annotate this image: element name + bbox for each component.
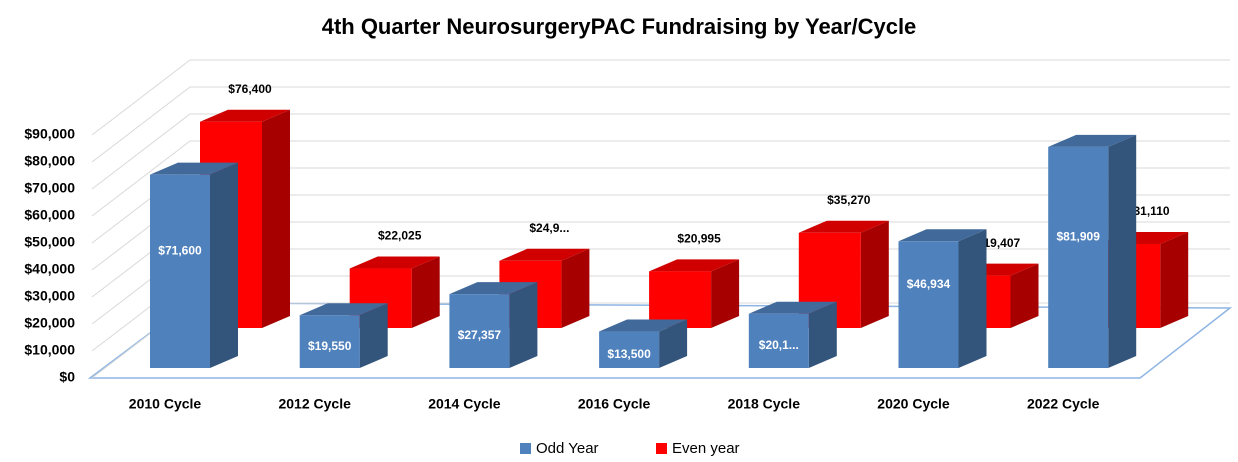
bar-side [210,162,238,368]
grid-line [91,86,1230,163]
bar-front [649,271,712,328]
y-tick-label: $10,000 [24,342,75,358]
bar [599,319,688,368]
bar-front [1048,146,1109,368]
value-label: $76,400 [228,82,272,96]
bar-side [411,256,440,328]
x-tick-label: 2018 Cycle [728,396,801,412]
bar-front [150,174,210,368]
bar-side [659,319,688,368]
value-label: $71,600 [158,244,202,258]
y-tick-label: $0 [59,369,75,385]
bar [1048,134,1137,368]
x-tick-label: 2022 Cycle [1027,396,1100,412]
x-tick-label: 2020 Cycle [877,396,950,412]
grid-line [91,140,1230,217]
bar-top [898,229,987,242]
bar-top [449,282,538,295]
legend-label: Even year [672,440,740,457]
value-label: $19,407 [977,236,1021,250]
y-tick-label: $50,000 [24,234,75,250]
bar-front [599,331,660,368]
bar-top [649,259,740,272]
x-tick-label: 2016 Cycle [578,396,651,412]
value-label: $31,110 [1127,204,1170,218]
y-tick-label: $80,000 [24,153,75,169]
value-label: $22,025 [378,229,422,243]
bar-side [561,248,590,328]
bar-top [1048,134,1137,147]
value-label: $46,934 [907,277,951,291]
grid-line [91,59,1230,136]
bar-top [299,303,388,316]
bar [898,229,987,368]
legend-label: Odd Year [536,440,599,457]
value-label: $27,357 [458,328,502,342]
bar-side [860,220,889,328]
y-tick-label: $90,000 [24,126,75,142]
bar-side [1108,134,1137,368]
bar-top [599,319,688,332]
bar-top [499,248,590,261]
value-label: $20,995 [677,231,721,245]
bar-side [1010,263,1039,328]
value-label: $19,550 [308,339,352,353]
bar [150,162,238,368]
bar [748,301,837,368]
bar-side [1160,232,1189,328]
legend-swatch [520,443,531,454]
bar-top [798,220,889,233]
value-label: $20,1... [759,338,799,352]
bar-side [359,303,388,368]
bar-top [150,162,238,175]
bar [299,303,388,368]
y-tick-label: $20,000 [24,315,75,331]
bar-side [958,229,987,368]
chart-title: 4th Quarter NeurosurgeryPAC Fundraising … [322,14,917,39]
y-tick-label: $40,000 [24,261,75,277]
bar-front [898,241,959,368]
bar [449,282,538,368]
x-tick-label: 2014 Cycle [428,396,501,412]
value-label: $81,909 [1057,230,1101,244]
bar [649,259,740,328]
x-tick-label: 2010 Cycle [129,396,202,412]
bar-top [349,256,440,269]
bar-side [711,259,740,328]
y-tick-label: $60,000 [24,207,75,223]
value-label: $24,9... [529,221,569,235]
y-tick-label: $30,000 [24,288,75,304]
grid-line [91,113,1230,190]
y-tick-label: $70,000 [24,180,75,196]
bar-side [262,109,290,328]
bar-front [748,313,809,368]
bar-side [808,301,837,368]
x-tick-label: 2012 Cycle [278,396,351,412]
bar-top [748,301,837,314]
bar-top [200,109,290,122]
bar-front [299,315,360,368]
bar-side [509,282,538,368]
legend-swatch [656,443,667,454]
bar-front [449,294,510,368]
value-label: $13,500 [607,347,651,361]
value-label: $35,270 [827,193,871,207]
